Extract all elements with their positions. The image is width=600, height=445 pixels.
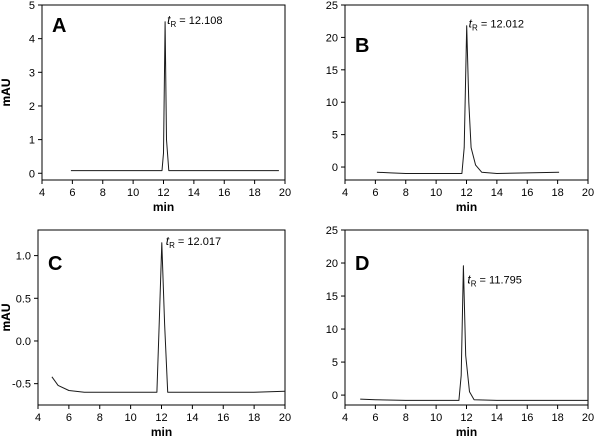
y-axis-label: mAU xyxy=(0,303,13,331)
retention-time-annotation: tR = 12.017 xyxy=(166,234,221,250)
y-tick-label: 25 xyxy=(326,225,338,237)
x-tick-label: 4 xyxy=(35,412,41,424)
panel-letter: A xyxy=(52,15,66,37)
x-tick-label: 16 xyxy=(521,187,533,199)
y-tick-label: 15 xyxy=(326,65,338,77)
x-axis-label: min xyxy=(151,425,172,439)
chromatogram-trace-a xyxy=(70,21,279,172)
x-tick-label: 16 xyxy=(218,187,230,199)
x-tick-label: 20 xyxy=(582,187,594,199)
y-tick-label: 10 xyxy=(326,324,338,336)
y-tick-label: -0.5 xyxy=(12,379,31,391)
x-tick-label: 18 xyxy=(552,412,564,424)
x-tick-label: 10 xyxy=(430,412,442,424)
x-tick-label: 6 xyxy=(66,412,72,424)
chromatogram-trace-b xyxy=(376,25,560,174)
plot-frame-d xyxy=(344,229,589,406)
y-tick-label: 1.0 xyxy=(16,251,31,263)
retention-time-symbol: t xyxy=(166,234,170,248)
y-tick-label: 10 xyxy=(326,97,338,109)
x-tick-label: 20 xyxy=(582,412,594,424)
y-tick-label: 20 xyxy=(326,32,338,44)
x-tick-label: 18 xyxy=(552,187,564,199)
retention-time-annotation: tR = 12.108 xyxy=(167,13,222,29)
y-axis-label: mAU xyxy=(0,78,13,106)
retention-time-subscript: R xyxy=(472,24,478,33)
retention-time-annotation: tR = 12.012 xyxy=(469,17,524,33)
x-tick-label: 6 xyxy=(69,187,75,199)
retention-time-annotation: tR = 11.795 xyxy=(467,273,522,289)
retention-time-subscript: R xyxy=(170,20,176,29)
x-tick-label: 8 xyxy=(403,187,409,199)
panel-letter: D xyxy=(355,253,369,275)
y-axis-label: mAU xyxy=(0,78,13,106)
retention-time-value: = 12.108 xyxy=(176,15,222,27)
y-axis-label: mAU xyxy=(0,303,13,331)
y-tick-label: 20 xyxy=(326,258,338,270)
x-tick-label: 14 xyxy=(491,187,503,199)
x-tick-label: 8 xyxy=(97,412,103,424)
retention-time-value: = 11.795 xyxy=(477,275,522,287)
retention-time-value: = 12.017 xyxy=(175,236,221,248)
x-axis-label: min xyxy=(153,200,174,214)
x-axis-label: min xyxy=(456,425,477,439)
x-tick-label: 8 xyxy=(100,187,106,199)
x-tick-label: 20 xyxy=(279,412,291,424)
x-tick-label: 4 xyxy=(39,187,45,199)
y-tick-label: 0 xyxy=(332,390,338,402)
x-tick-label: 12 xyxy=(460,412,472,424)
y-tick-label: 4 xyxy=(29,34,35,46)
y-tick-label: 5 xyxy=(332,130,338,142)
x-tick-label: 12 xyxy=(157,187,169,199)
y-tick-label: 5 xyxy=(332,357,338,369)
x-tick-label: 4 xyxy=(342,412,348,424)
chart-panel-c: 4 6 8 10 12 14 16 18 20 -0.5 0.0 0.5 1.0 min mAU CtR = … xyxy=(0,229,291,439)
x-tick-label: 10 xyxy=(127,187,139,199)
x-tick-label: 10 xyxy=(430,187,442,199)
y-tick-label: 0 xyxy=(29,168,35,180)
x-tick-label: 6 xyxy=(372,412,378,424)
y-tick-label: 0.5 xyxy=(16,293,31,305)
y-tick-label: 0 xyxy=(332,162,338,174)
x-tick-label: 18 xyxy=(249,187,261,199)
x-tick-label: 12 xyxy=(155,412,167,424)
x-tick-label: 8 xyxy=(403,412,409,424)
x-tick-label: 16 xyxy=(217,412,229,424)
x-tick-label: 12 xyxy=(460,187,472,199)
x-tick-label: 6 xyxy=(372,187,378,199)
y-tick-label: 3 xyxy=(29,67,35,79)
y-tick-label: 2 xyxy=(29,101,35,113)
chromatogram-trace-c xyxy=(51,242,286,393)
x-tick-label: 14 xyxy=(186,412,198,424)
y-tick-label: 1 xyxy=(29,135,35,147)
retention-time-symbol: t xyxy=(467,273,471,287)
retention-time-symbol: t xyxy=(469,17,473,31)
panel-letter: C xyxy=(48,253,62,275)
retention-time-value: = 12.012 xyxy=(478,19,524,31)
y-tick-label: 25 xyxy=(326,0,338,12)
y-tick-label: 5 xyxy=(29,0,35,12)
x-tick-label: 16 xyxy=(521,412,533,424)
chromatogram-trace-d xyxy=(360,265,588,401)
x-tick-label: 20 xyxy=(279,187,291,199)
x-axis-label: min xyxy=(456,200,477,214)
x-tick-label: 10 xyxy=(125,412,137,424)
retention-time-symbol: t xyxy=(167,13,171,27)
y-tick-label: 0.0 xyxy=(16,336,31,348)
retention-time-subscript: R xyxy=(471,280,477,289)
x-tick-label: 14 xyxy=(188,187,200,199)
panel-letter: B xyxy=(355,35,369,57)
x-tick-label: 14 xyxy=(491,412,503,424)
x-tick-label: 18 xyxy=(248,412,260,424)
x-tick-label: 4 xyxy=(342,187,348,199)
retention-time-subscript: R xyxy=(169,241,175,250)
y-tick-label: 15 xyxy=(326,291,338,303)
